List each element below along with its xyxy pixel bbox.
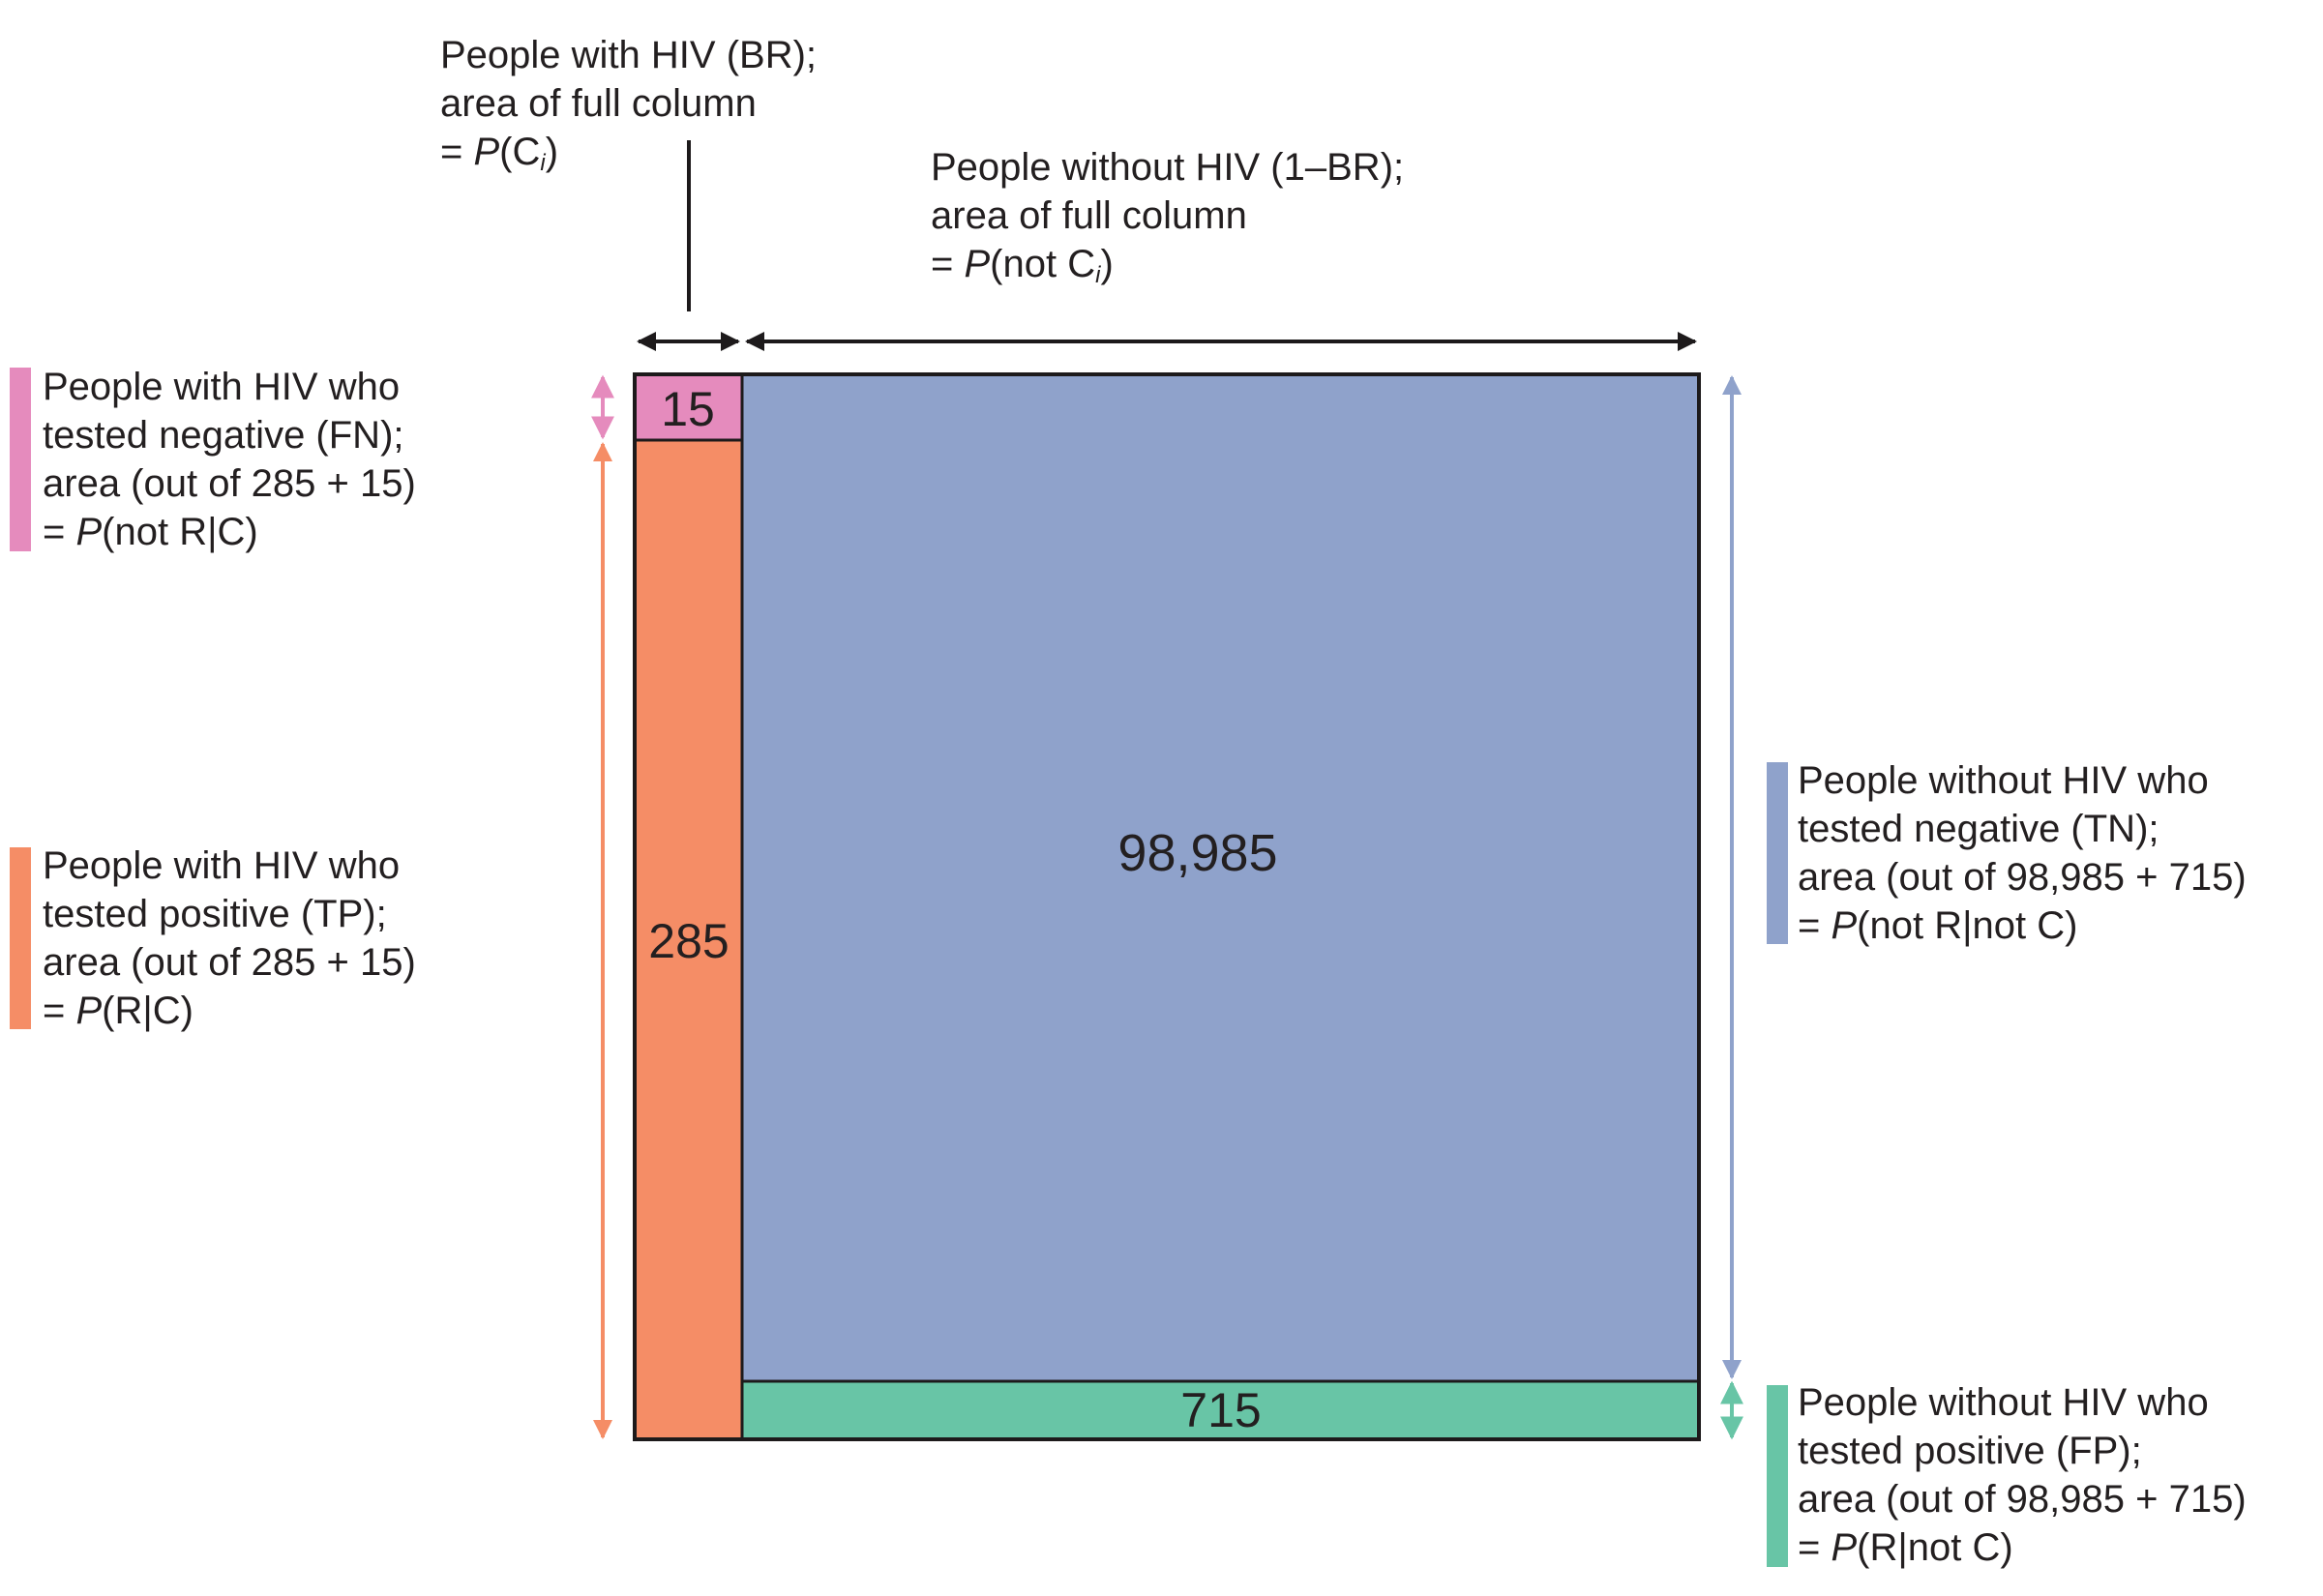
tn-label-line4: = P(not R|not C) xyxy=(1798,904,2078,947)
cell-tn-value: 98,985 xyxy=(1117,824,1277,882)
tp-label: People with HIV who tested positive (TP)… xyxy=(43,842,416,1035)
tn-label-line2: tested negative (TN); xyxy=(1798,808,2159,850)
tn-swatch xyxy=(1767,762,1788,944)
tn-label-line3: area (out of 98,985 + 715) xyxy=(1798,856,2247,899)
without-hiv-label-line2: area of full column xyxy=(931,194,1247,237)
tp-swatch xyxy=(10,847,31,1029)
fp-label-line2: tested positive (FP); xyxy=(1798,1430,2142,1472)
cell-tp-value: 285 xyxy=(648,914,729,968)
tn-label-line1: People without HIV who xyxy=(1798,759,2209,802)
fn-label-line4: = P(not R|C) xyxy=(43,511,258,553)
fn-label-line1: People with HIV who xyxy=(43,366,401,408)
without-hiv-label-line3: = P(not Ci) xyxy=(931,243,1114,288)
cell-fn-value: 15 xyxy=(661,382,715,436)
fp-label: People without HIV who tested positive (… xyxy=(1798,1378,2247,1572)
fn-label-line2: tested negative (FN); xyxy=(43,414,404,457)
tp-label-line1: People with HIV who xyxy=(43,844,401,887)
fn-label: People with HIV who tested negative (FN)… xyxy=(43,363,416,556)
with-hiv-label-line2: area of full column xyxy=(440,82,757,125)
with-hiv-label-line1: People with HIV (BR); xyxy=(440,34,818,76)
fp-label-line4: = P(R|not C) xyxy=(1798,1526,2013,1569)
with-hiv-label: People with HIV (BR); area of full colum… xyxy=(440,31,817,176)
with-hiv-label-line3: = P(Ci) xyxy=(440,131,559,176)
fn-swatch xyxy=(10,368,31,551)
tn-label: People without HIV who tested negative (… xyxy=(1798,756,2247,950)
without-hiv-label: People without HIV (1–BR); area of full … xyxy=(931,143,1404,288)
fp-label-line3: area (out of 98,985 + 715) xyxy=(1798,1478,2247,1521)
without-hiv-label-line1: People without HIV (1–BR); xyxy=(931,146,1405,189)
fp-swatch xyxy=(1767,1385,1788,1567)
cell-fp-value: 715 xyxy=(1180,1383,1261,1437)
tp-label-line4: = P(R|C) xyxy=(43,990,194,1032)
diagram-outline xyxy=(633,372,1701,1441)
tp-label-line2: tested positive (TP); xyxy=(43,893,387,935)
tp-label-line3: area (out of 285 + 15) xyxy=(43,941,416,984)
cell-tp xyxy=(633,438,744,1441)
fp-label-line1: People without HIV who xyxy=(1798,1381,2209,1424)
fn-label-line3: area (out of 285 + 15) xyxy=(43,462,416,505)
